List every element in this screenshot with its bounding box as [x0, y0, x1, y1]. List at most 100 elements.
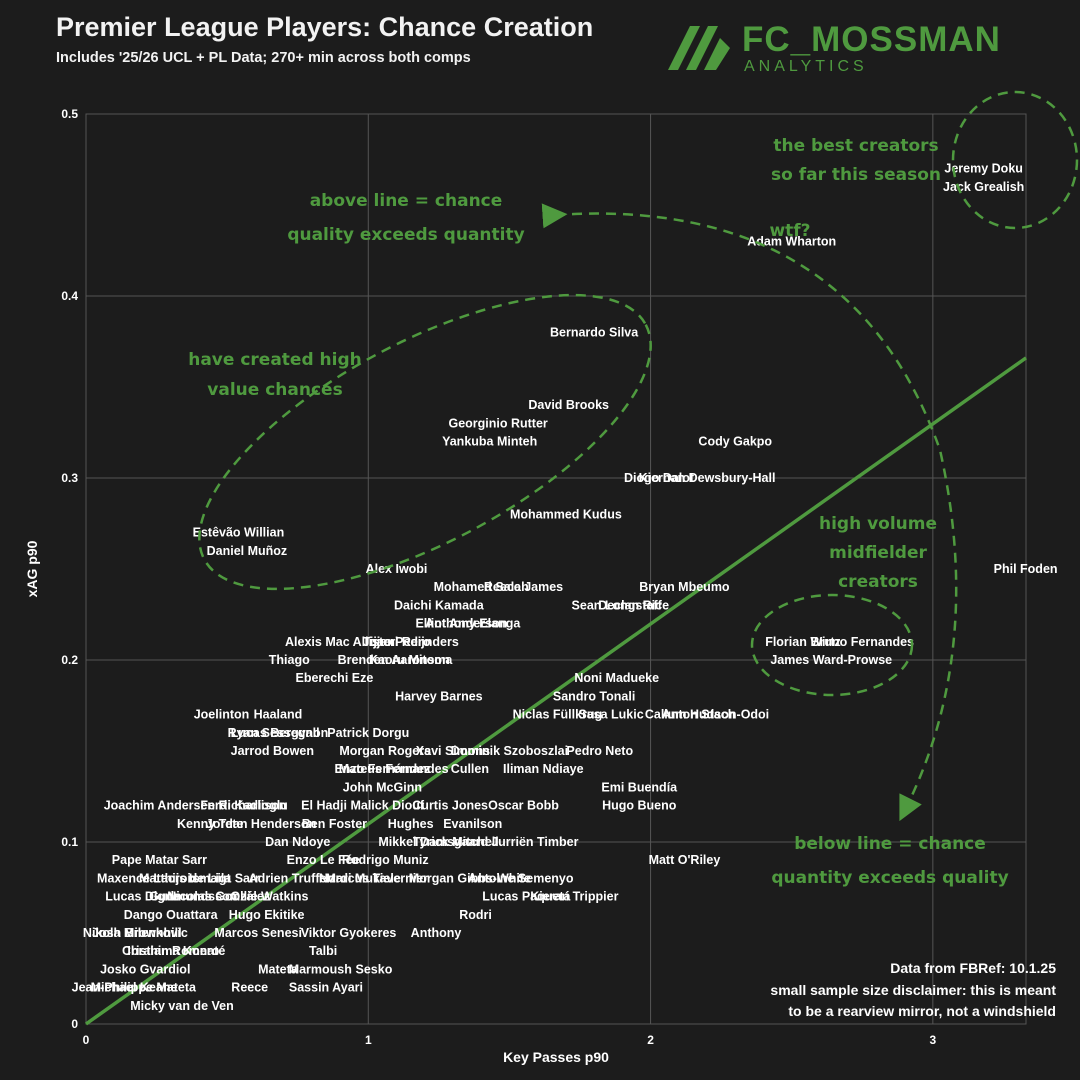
x-tick-label: 0	[83, 1033, 90, 1047]
player-label: Dango Ouattara	[124, 908, 219, 922]
player-label: Ismaila Sarr	[189, 871, 260, 885]
player-label: Nicolas González	[167, 890, 270, 904]
y-tick-label: 0.3	[61, 471, 78, 485]
best-creators-note-line2: so far this season	[771, 165, 941, 185]
high-value-note-line1: have created high	[188, 350, 362, 370]
player-label: Iliman Ndiaye	[503, 762, 584, 776]
player-label: Enzo Fernández	[334, 762, 430, 776]
player-label: Eberechi Eze	[295, 671, 373, 685]
player-label: Mohamed Salah	[434, 580, 529, 594]
player-label: Hughes	[388, 817, 434, 831]
x-tick-label: 2	[647, 1033, 654, 1047]
curved-arrow	[541, 203, 958, 822]
player-label: Jeremy Doku	[944, 162, 1023, 176]
player-label: Nordi Mukiele	[319, 871, 401, 885]
player-label: Daniel Muñoz	[207, 544, 288, 558]
player-label: Phil Foden	[994, 562, 1058, 576]
player-label: Harvey Barnes	[395, 689, 483, 703]
player-label: Patrick Dorgu	[327, 726, 409, 740]
wtf-note: wtf?	[769, 221, 810, 241]
player-label: Gudmundsson	[149, 890, 237, 904]
player-label: Nikola Milenkovic	[83, 926, 188, 940]
best-creators-note-line1: the best creators	[773, 136, 938, 156]
player-label: Sassin Ayari	[289, 981, 363, 995]
player-label: Rodri	[459, 908, 492, 922]
player-label: Pape Matar Sarr	[112, 853, 207, 867]
player-label: Curtis Jones	[412, 799, 488, 813]
player-label: Ibrahima Konaté	[127, 944, 225, 958]
player-label: Kaoru Mitoma	[369, 653, 453, 667]
player-label: Reece	[231, 981, 268, 995]
brand-logo: FC_MOSSMAN ANALYTICS	[660, 18, 1060, 78]
volume-note-line1: high volume	[819, 514, 937, 534]
player-label: Hugo Ekitike	[229, 908, 305, 922]
player-label: Tyrick Mitchell	[413, 835, 499, 849]
player-label: Ollie Watkins	[230, 890, 308, 904]
player-label: Kenny Tete	[177, 817, 243, 831]
player-label: Sasa Lukic	[578, 708, 643, 722]
player-label: Maxence Lacroix	[97, 871, 198, 885]
player-label: Morgan Rogers	[339, 744, 431, 758]
player-label: Jurriën Timber	[491, 835, 578, 849]
player-label: Lucas Digne	[105, 890, 179, 904]
player-label: Reece James	[484, 580, 563, 594]
player-label: Joao Pedro	[362, 635, 430, 649]
player-label: Brenden Aaronson	[338, 653, 450, 667]
high-value-note-line2: value chances	[207, 380, 342, 400]
player-label: David Brooks	[528, 398, 609, 412]
player-label: Diogo Dalot	[624, 471, 695, 485]
player-label: Sesko	[356, 962, 393, 976]
brand-name: FC_MOSSMAN	[742, 20, 1001, 59]
player-label: Declan Rice	[598, 598, 669, 612]
player-label: Lucas Bergvall	[231, 726, 320, 740]
player-label: Sandro Tonali	[553, 689, 635, 703]
player-label: Anthony Elanga	[425, 617, 521, 631]
y-tick-label: 0	[71, 1017, 78, 1031]
player-label: Josh Brownhill	[92, 926, 182, 940]
player-label: Antoine Semenyo	[468, 871, 574, 885]
player-label: Lucas Paquetá	[482, 890, 570, 904]
player-label: Anton Stach	[662, 708, 736, 722]
page-subtitle: Includes '25/26 UCL + PL Data; 270+ min …	[56, 50, 471, 66]
player-label: Ben Foster	[302, 817, 367, 831]
player-label: Ryan Sessegnon	[228, 726, 329, 740]
player-label: Richarlison	[219, 799, 287, 813]
player-label: Marmoush	[289, 962, 352, 976]
brand-mark-icon	[668, 26, 730, 70]
above-line-note-line1: above line = chance	[310, 191, 503, 211]
above-line-note-line2: quality exceeds quantity	[287, 225, 524, 245]
y-tick-label: 0.1	[61, 835, 78, 849]
page-title: Premier League Players: Chance Creation	[56, 12, 594, 42]
volume-note-line3: creators	[838, 572, 918, 592]
best-creators-circle	[951, 90, 1079, 230]
player-label: Cullen	[451, 762, 489, 776]
player-label: John McGinn	[343, 780, 422, 794]
player-label: Micky van de Ven	[130, 999, 234, 1013]
player-label: Emi Buendía	[601, 780, 678, 794]
player-label: Daichi Kamada	[394, 598, 485, 612]
player-label: Morgan Gibbs-White	[409, 871, 531, 885]
source-line2: small sample size disclaimer: this is me…	[770, 982, 1056, 998]
below-line-note-line2: quantity exceeds quality	[771, 868, 1008, 888]
player-label: Anthony	[411, 926, 462, 940]
axis-ticks: 0 1 2 3 0 0.1 0.2 0.3 0.4 0.5	[61, 107, 936, 1047]
player-label: Joachim Andersen	[104, 799, 215, 813]
player-label: Noni Madueke	[574, 671, 659, 685]
player-label: Florian Wirtz	[765, 635, 841, 649]
player-label: Mohammed Kudus	[510, 507, 622, 521]
player-label: Elliot Anderson	[415, 617, 507, 631]
player-label: Mateta	[258, 962, 299, 976]
x-axis-label: Key Passes p90	[503, 1049, 609, 1065]
player-label: Jack Grealish	[943, 180, 1024, 194]
player-label: Yankuba Minteh	[442, 435, 537, 449]
brand-subtitle: ANALYTICS	[744, 58, 868, 75]
player-label: Marcus Tavernier	[325, 871, 428, 885]
y-tick-label: 0.4	[61, 289, 78, 303]
player-label: Hugo Bueno	[602, 799, 677, 813]
player-label: Dominik Szoboszlai	[451, 744, 568, 758]
player-label: Xavi Simons	[416, 744, 490, 758]
player-label: Kieran Trippier	[530, 890, 618, 904]
player-label: Estêvão Willian	[193, 526, 285, 540]
player-label: Jean-Philippe Mateta	[72, 981, 197, 995]
